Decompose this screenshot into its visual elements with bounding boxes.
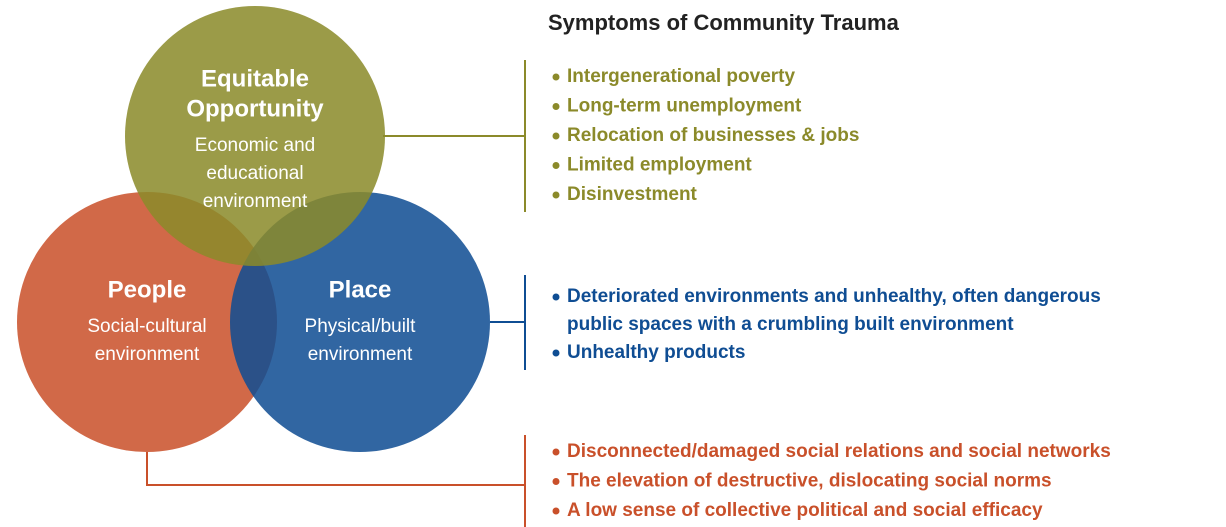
circle-subtitle: Social-cultural <box>87 316 206 337</box>
bullet <box>552 132 560 140</box>
symptom-item: Disinvestment <box>567 184 698 205</box>
symptom-item: Disconnected/damaged social relations an… <box>567 441 1111 462</box>
symptom-item: Long-term unemployment <box>567 96 802 117</box>
opportunity-connector <box>383 60 526 212</box>
place-connector <box>490 275 526 370</box>
bullet <box>552 191 560 199</box>
circle-subtitle: environment <box>95 344 200 365</box>
circle-subtitle: environment <box>203 191 308 212</box>
bullet <box>552 507 560 515</box>
bullet <box>552 448 560 456</box>
circle-title: Equitable <box>201 65 309 92</box>
bullet <box>552 349 560 357</box>
symptom-item: The elevation of destructive, dislocatin… <box>567 471 1052 492</box>
circle-subtitle: educational <box>206 163 303 184</box>
symptom-item: A low sense of collective political and … <box>567 500 1043 521</box>
circle-subtitle: Physical/built <box>305 316 417 337</box>
circle-title: People <box>108 276 187 303</box>
bullet <box>552 73 560 81</box>
symptom-item: Relocation of businesses & jobs <box>567 125 859 146</box>
bullet <box>552 293 560 301</box>
symptom-item: Intergenerational poverty <box>567 66 795 87</box>
venn-circle <box>125 6 385 266</box>
people-connector <box>146 435 526 527</box>
circle-title: Place <box>329 276 392 303</box>
symptom-item: public spaces with a crumbling built env… <box>567 314 1014 335</box>
bullet <box>552 162 560 169</box>
connectors <box>146 60 526 527</box>
symptom-item: Limited employment <box>567 155 752 176</box>
bullet <box>552 103 560 110</box>
symptom-item: Deteriorated environments and unhealthy,… <box>567 286 1101 307</box>
circle-subtitle: environment <box>308 344 413 365</box>
circle-subtitle: Economic and <box>195 135 315 156</box>
title: Symptoms of Community Trauma <box>548 10 900 35</box>
symptom-item: Unhealthy products <box>567 342 745 363</box>
circle-title: Opportunity <box>186 95 324 122</box>
bullet <box>552 478 560 485</box>
